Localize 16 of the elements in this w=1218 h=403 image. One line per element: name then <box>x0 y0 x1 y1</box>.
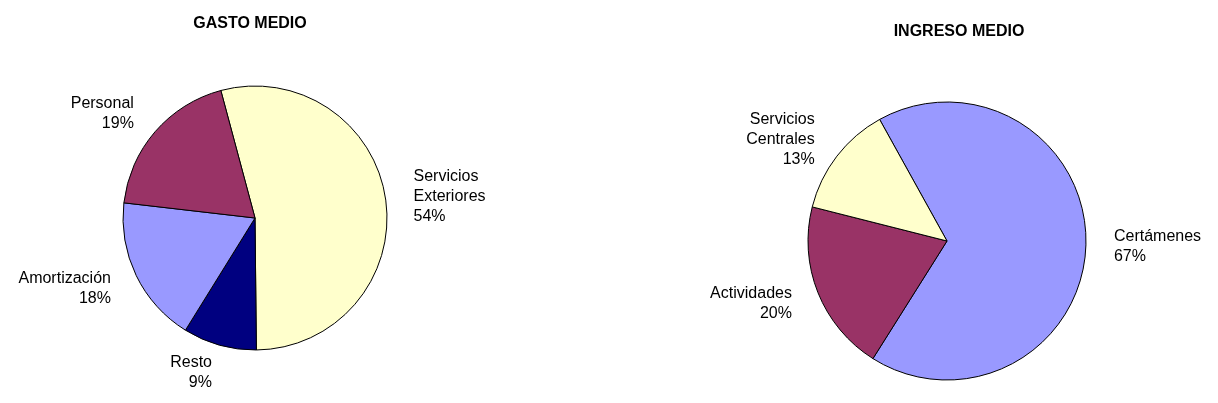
chart-title: GASTO MEDIO <box>192 14 308 32</box>
data-label: 13% <box>782 150 815 168</box>
slice-label: Actividades <box>710 284 792 302</box>
slice-label: Certámenes <box>1113 226 1202 244</box>
slice-label: Amortización <box>18 268 111 286</box>
data-label: 20% <box>759 304 792 322</box>
data-label: 18% <box>78 288 111 306</box>
chart-title: INGRESO MEDIO <box>892 22 1026 40</box>
slice-label: Resto <box>170 353 213 371</box>
slice-label: Personal <box>70 94 134 112</box>
data-label: 67% <box>1113 246 1146 264</box>
data-label: 19% <box>101 114 134 132</box>
slice-label: Servicios Exteriores <box>413 167 486 205</box>
data-label: 9% <box>188 373 212 391</box>
slice-label: Servicios Centrales <box>746 110 815 148</box>
data-label: 54% <box>413 207 446 225</box>
